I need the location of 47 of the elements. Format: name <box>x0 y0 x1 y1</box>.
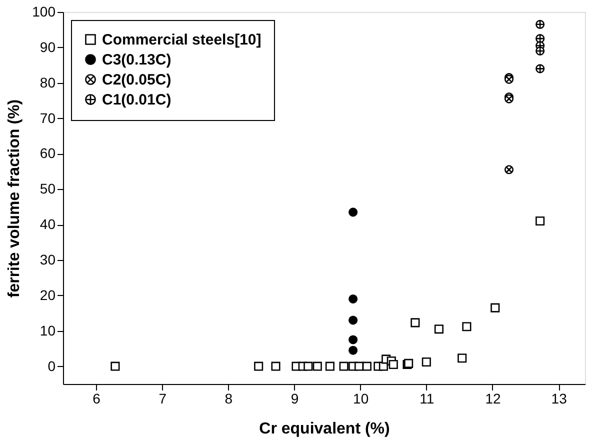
legend-label: C1(0.01C) <box>102 92 172 108</box>
y-tick-label: 0 <box>48 358 56 374</box>
point <box>458 354 467 363</box>
point <box>490 303 500 312</box>
point <box>422 358 431 367</box>
point <box>362 362 372 371</box>
x-tick-label: 13 <box>551 390 568 406</box>
point <box>354 362 364 371</box>
y-tick-label: 70 <box>40 110 56 126</box>
point <box>536 216 545 226</box>
point <box>271 362 280 371</box>
y-axis-title: ferrite volume fraction (%) <box>6 99 24 298</box>
x-tick-label: 8 <box>224 390 233 406</box>
x-tick-label: 9 <box>290 390 299 406</box>
point <box>325 362 334 371</box>
point <box>339 362 348 371</box>
point <box>304 362 313 371</box>
point <box>410 318 420 328</box>
x-tick-label: 7 <box>158 390 167 406</box>
point <box>462 322 472 332</box>
y-tick-label: 30 <box>40 252 56 268</box>
point <box>312 362 322 371</box>
y-tick-label: 100 <box>32 4 56 20</box>
x-tick-label: 6 <box>92 390 101 406</box>
point <box>254 362 264 371</box>
y-tick-label: 90 <box>40 38 56 55</box>
x-axis-title: Cr equivalent (%) <box>259 420 390 438</box>
y-tick-label: 20 <box>40 286 56 303</box>
point <box>348 294 358 304</box>
legend-label: C3(0.13C) <box>102 52 172 68</box>
y-tick-label: 50 <box>40 180 56 197</box>
x-tick-label: 10 <box>353 390 369 406</box>
point <box>348 346 358 355</box>
point <box>434 324 444 334</box>
x-tick-label: 12 <box>485 390 501 406</box>
legend-label: C2(0.05C) <box>102 72 172 88</box>
y-tick-label: 80 <box>40 74 56 90</box>
point <box>348 316 358 325</box>
point <box>110 362 120 371</box>
x-tick-label: 11 <box>420 390 434 406</box>
point <box>348 208 358 217</box>
y-tick-label: 60 <box>40 145 56 162</box>
y-tick-label: 10 <box>40 322 56 338</box>
point <box>388 360 398 370</box>
legend-label: Commercial steels[10] <box>102 32 262 48</box>
y-tick-label: 40 <box>40 216 56 232</box>
point <box>348 335 358 344</box>
